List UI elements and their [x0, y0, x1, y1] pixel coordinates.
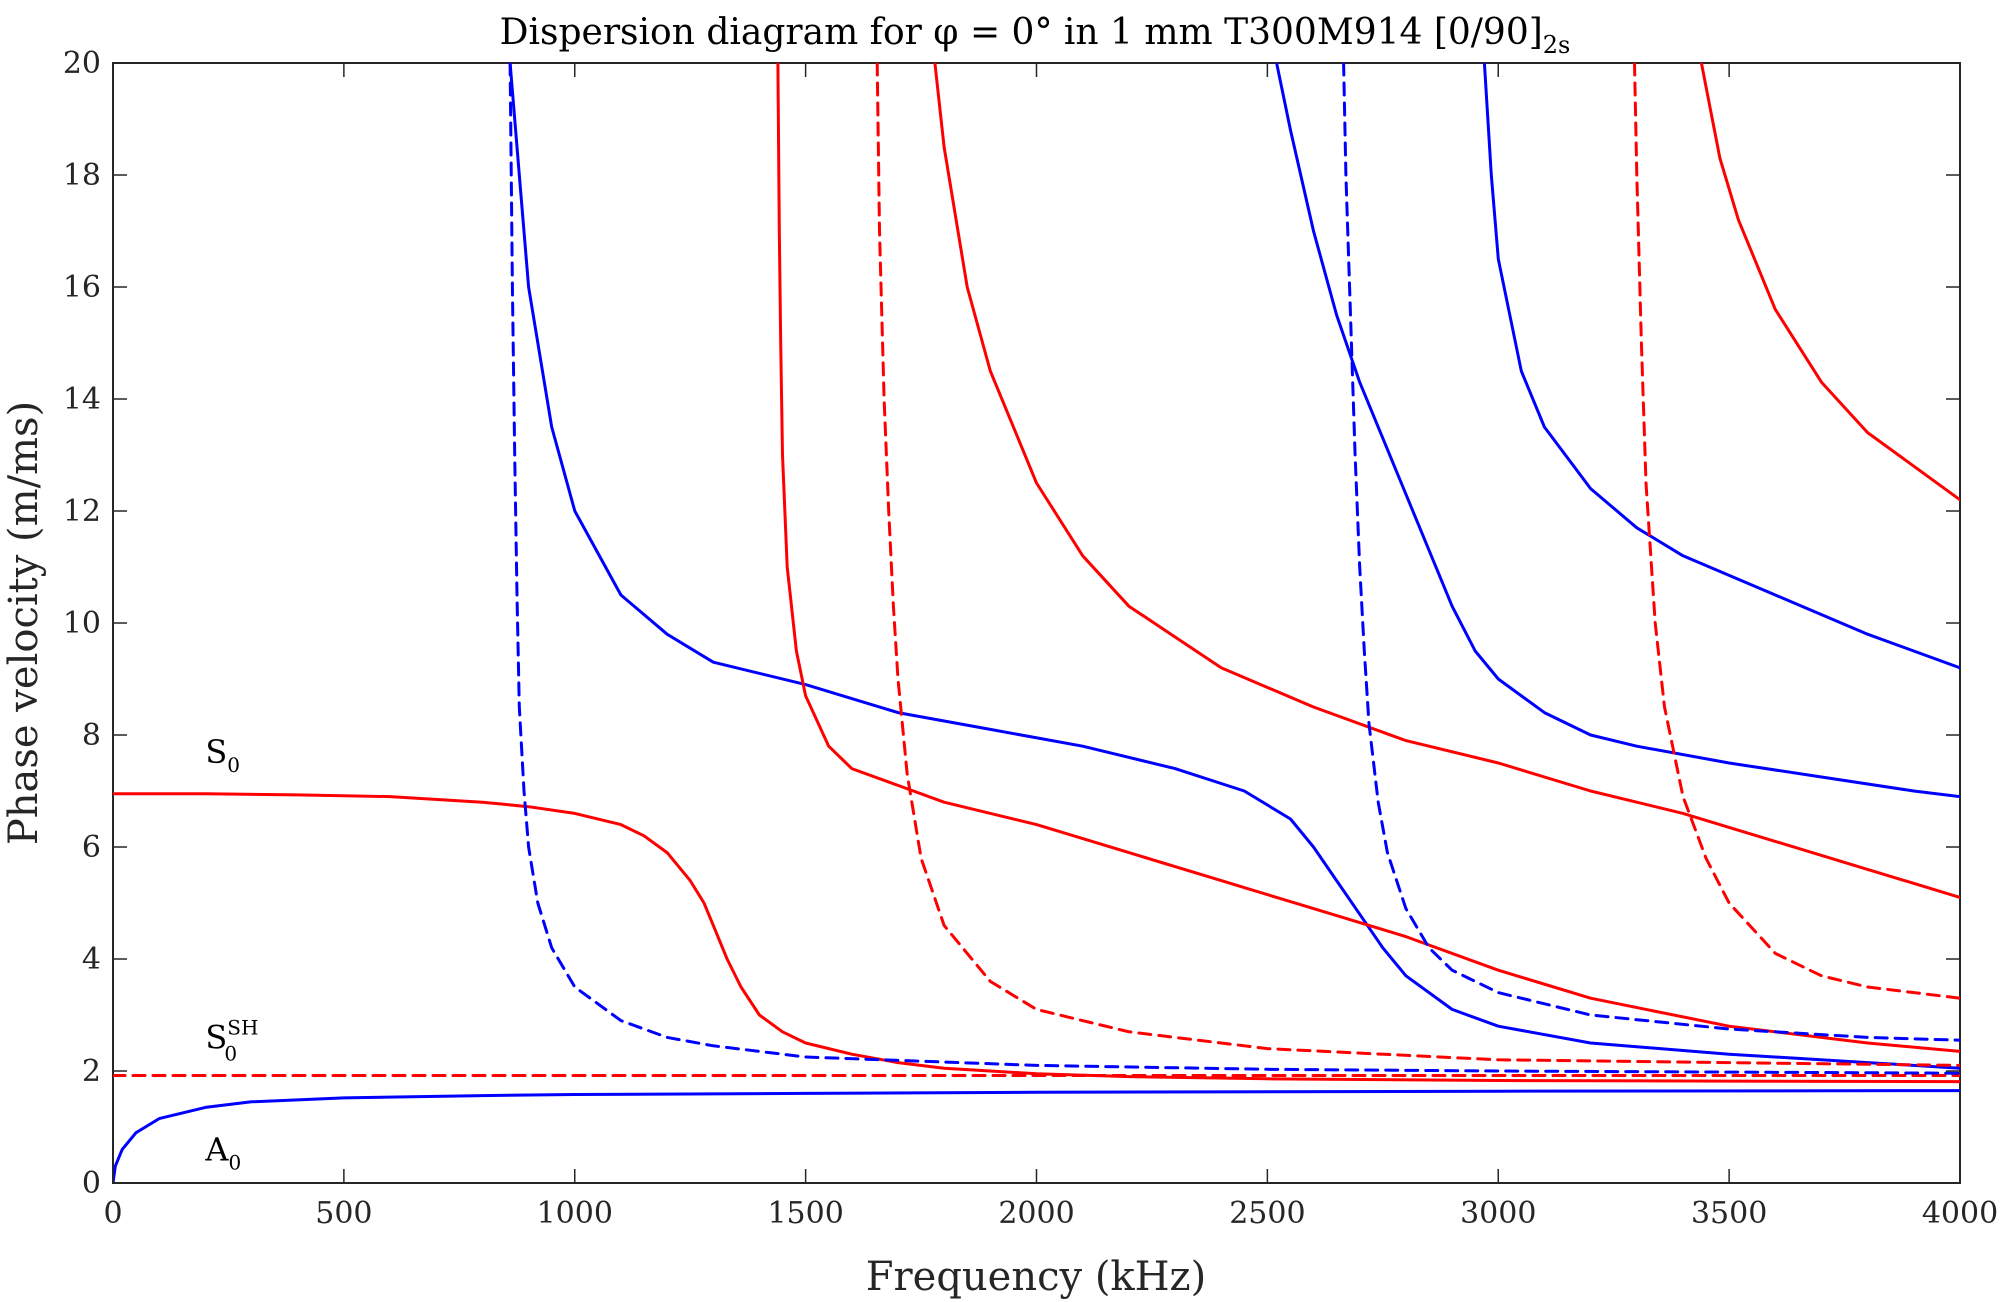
x-tick-label: 3000 — [1460, 1196, 1536, 1231]
x-tick-label: 3500 — [1691, 1196, 1767, 1231]
series-line-a2 — [875, 63, 1960, 1067]
series-line-s4 — [1275, 63, 1960, 799]
series-line-a1 — [508, 63, 1960, 1075]
series-line-s1 — [508, 63, 1960, 1070]
x-axis-label: Frequency (kHz) — [866, 1254, 1206, 1300]
x-tick-label: 2500 — [1229, 1196, 1305, 1231]
chart-title: Dispersion diagram for φ = 0° in 1 mm T3… — [500, 12, 1571, 59]
y-tick-label: 14 — [63, 382, 101, 417]
mode-label: SSH 0 — [205, 1016, 258, 1066]
plot-area — [112, 62, 1961, 1184]
x-tick-label: 4000 — [1922, 1196, 1998, 1231]
y-tick-label: 10 — [63, 606, 101, 641]
chart-title-subscript: 2s — [1543, 31, 1571, 59]
series-line-a3 — [1342, 63, 1960, 1042]
series-line-s2 — [776, 63, 1960, 1053]
series-layer — [113, 63, 1960, 1183]
annotations-layer: S0 SSH 0 A0 — [204, 733, 258, 1175]
series-line-s3 — [933, 63, 1960, 899]
y-tick-label: 8 — [82, 718, 101, 753]
series-line-a4 — [1633, 63, 1960, 1000]
series-line-s6 — [1699, 63, 1960, 502]
mode-label: A0 — [204, 1131, 241, 1175]
x-tick-label: 1500 — [767, 1196, 843, 1231]
ticks-layer: 0 500 1000 1500 2000 2500 3000 3500 4000 0 2 4 6 8 10 1… — [63, 46, 1998, 1231]
x-tick-label: 500 — [315, 1196, 372, 1231]
y-tick-label: 16 — [63, 270, 101, 305]
y-tick-label: 0 — [82, 1166, 101, 1201]
x-tick-label: 0 — [103, 1196, 122, 1231]
y-tick-label: 4 — [82, 942, 101, 977]
y-tick-label: 6 — [82, 830, 101, 865]
series-line-s5 — [1482, 63, 1960, 670]
y-tick-label: 12 — [63, 494, 101, 529]
y-tick-label: 18 — [63, 158, 101, 193]
y-tick-label: 20 — [63, 46, 101, 81]
y-tick-label: 2 — [82, 1054, 101, 1089]
y-axis-label: Phase velocity (m/ms) — [1, 401, 47, 845]
x-tick-label: 1000 — [537, 1196, 613, 1231]
mode-label: S0 — [205, 733, 240, 777]
x-tick-label: 2000 — [998, 1196, 1074, 1231]
series-line-a0 — [113, 1089, 1960, 1183]
